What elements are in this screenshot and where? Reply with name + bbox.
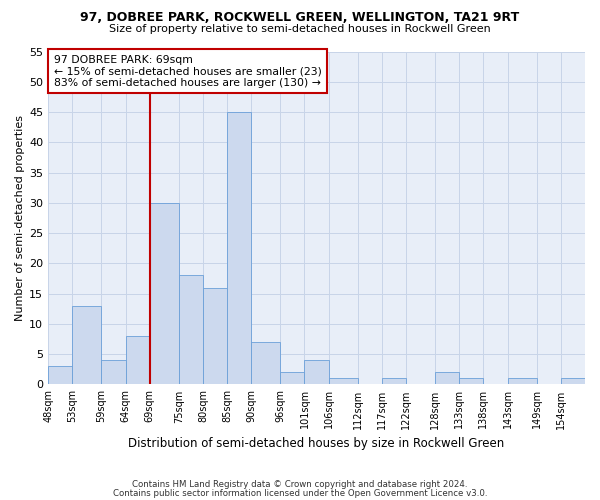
Text: Contains public sector information licensed under the Open Government Licence v3: Contains public sector information licen… (113, 488, 487, 498)
Bar (179, 276, 203, 384)
X-axis label: Distribution of semi-detached houses by size in Rockwell Green: Distribution of semi-detached houses by … (128, 437, 505, 450)
Y-axis label: Number of semi-detached properties: Number of semi-detached properties (15, 115, 25, 321)
Bar (329, 378, 358, 384)
Bar (203, 288, 227, 384)
Text: 97, DOBREE PARK, ROCKWELL GREEN, WELLINGTON, TA21 9RT: 97, DOBREE PARK, ROCKWELL GREEN, WELLING… (80, 11, 520, 24)
Bar (280, 372, 304, 384)
Bar (561, 378, 585, 384)
Bar (459, 378, 484, 384)
Bar (227, 112, 251, 384)
Text: Size of property relative to semi-detached houses in Rockwell Green: Size of property relative to semi-detach… (109, 24, 491, 34)
Bar (150, 203, 179, 384)
Bar (73, 306, 101, 384)
Bar (125, 336, 150, 384)
Bar (508, 378, 536, 384)
Bar (48, 366, 73, 384)
Bar (435, 372, 459, 384)
Bar (251, 342, 280, 384)
Text: 97 DOBREE PARK: 69sqm
← 15% of semi-detached houses are smaller (23)
83% of semi: 97 DOBREE PARK: 69sqm ← 15% of semi-deta… (53, 55, 322, 88)
Bar (382, 378, 406, 384)
Bar (304, 360, 329, 384)
Bar (101, 360, 125, 384)
Text: Contains HM Land Registry data © Crown copyright and database right 2024.: Contains HM Land Registry data © Crown c… (132, 480, 468, 489)
